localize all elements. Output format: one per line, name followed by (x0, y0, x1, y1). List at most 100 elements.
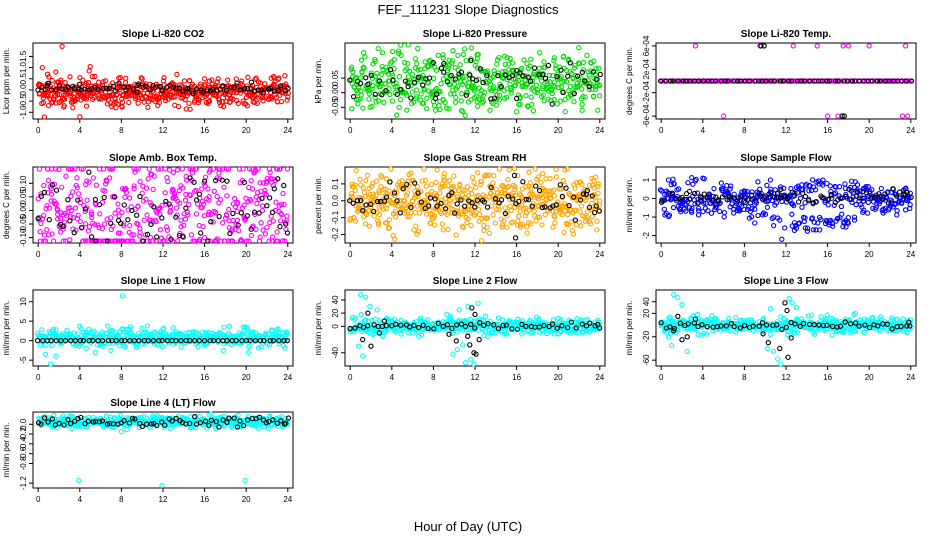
data-point (184, 86, 190, 92)
data-point (565, 73, 571, 79)
data-point (367, 303, 373, 310)
data-point (463, 92, 470, 98)
data-point (144, 212, 150, 218)
data-point (518, 65, 525, 71)
data-point (119, 104, 125, 110)
data-point (72, 205, 79, 211)
data-point (186, 100, 192, 107)
data-point (480, 98, 486, 105)
data-point (484, 204, 491, 210)
data-point (523, 93, 529, 99)
x-tick-label: 12 (159, 126, 168, 135)
data-point (404, 107, 410, 113)
data-point (433, 179, 439, 186)
data-point (48, 361, 54, 367)
data-point (543, 176, 549, 182)
data-point (405, 42, 411, 48)
data-point (595, 107, 601, 113)
y-tick-label: 1.5 (19, 50, 28, 62)
data-point (234, 217, 241, 223)
data-point (841, 113, 847, 119)
data-point (41, 212, 47, 219)
data-point (551, 58, 557, 64)
data-point (475, 103, 481, 109)
data-point (96, 79, 102, 85)
data-point (137, 193, 143, 200)
data-point (446, 106, 452, 112)
data-point (350, 93, 357, 100)
data-point (372, 94, 378, 101)
data-point (174, 167, 181, 173)
data-point (534, 87, 541, 93)
data-point (506, 167, 513, 173)
data-point (452, 76, 458, 82)
data-point (405, 60, 411, 67)
data-point (471, 361, 477, 367)
data-point (282, 88, 289, 94)
data-point (65, 197, 71, 203)
data-point (590, 93, 597, 99)
data-point (86, 224, 93, 230)
data-point (122, 194, 128, 200)
data-point (349, 64, 355, 70)
data-point (248, 178, 254, 184)
data-point (703, 331, 710, 337)
data-point (558, 67, 564, 73)
data-point (547, 175, 553, 182)
data-point (770, 348, 777, 355)
data-point (269, 238, 275, 244)
data-point (358, 88, 364, 94)
data-point (732, 314, 739, 321)
series-2 (347, 57, 603, 107)
data-point (763, 78, 769, 84)
data-point (46, 205, 53, 211)
data-point (789, 78, 795, 84)
y-axis-label: ml/min per min. (2, 301, 11, 356)
data-point (594, 227, 600, 233)
data-point (214, 193, 220, 200)
data-point (401, 59, 408, 66)
x-tick-label: 4 (701, 126, 706, 135)
data-point (398, 331, 404, 337)
data-point (504, 224, 510, 230)
x-tick-label: 8 (431, 250, 436, 259)
data-point (492, 220, 499, 226)
data-point (170, 325, 176, 331)
data-point (285, 85, 291, 91)
data-point (43, 342, 49, 348)
data-point (150, 186, 156, 193)
data-point (467, 72, 473, 78)
data-point (357, 176, 363, 182)
panel-title: Slope Gas Stream RH (424, 153, 527, 164)
x-tick-label: 20 (242, 373, 251, 382)
data-point (700, 78, 707, 84)
data-point (412, 56, 418, 62)
data-point (504, 94, 510, 100)
x-tick-label: 20 (554, 250, 563, 259)
data-point (282, 73, 288, 79)
data-point (481, 333, 487, 339)
x-tick-label: 24 (595, 250, 604, 259)
data-point (809, 177, 816, 183)
data-point (226, 206, 232, 213)
data-point (117, 74, 124, 81)
data-point (86, 68, 92, 74)
data-point (722, 78, 729, 84)
panel-title: Slope Line 2 Flow (433, 276, 518, 287)
data-point (230, 89, 236, 95)
data-point (715, 78, 722, 84)
data-point (41, 182, 47, 189)
data-point (720, 113, 727, 119)
data-point (832, 78, 839, 84)
data-point (538, 179, 544, 185)
data-point (248, 86, 254, 92)
data-point (249, 186, 256, 192)
data-point (540, 72, 546, 78)
data-point (657, 78, 664, 84)
data-point (593, 76, 599, 83)
data-point (195, 100, 201, 106)
data-point (233, 76, 239, 82)
data-point (459, 342, 466, 348)
data-point (360, 185, 366, 191)
data-point (768, 78, 774, 84)
